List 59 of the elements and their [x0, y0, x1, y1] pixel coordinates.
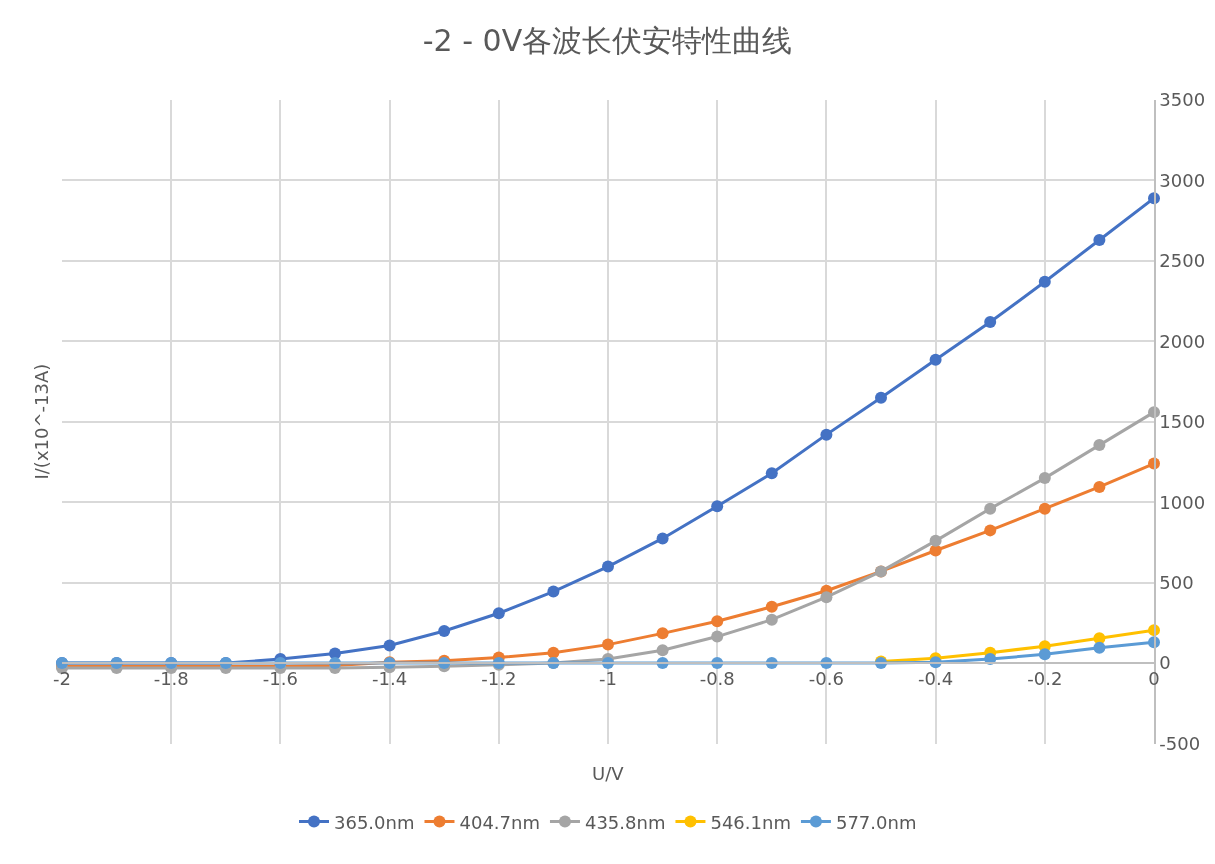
x-tick-label: -0.4 [918, 668, 954, 690]
legend-label: 404.7nm [459, 811, 540, 833]
x-tick-label: -2 [53, 668, 71, 690]
x-tick-label: -0.8 [699, 668, 735, 690]
x-tick-label: -1 [599, 668, 617, 690]
y-tick-label: 2500 [1159, 250, 1206, 272]
point [1038, 472, 1051, 485]
point [1093, 641, 1106, 654]
point [383, 639, 396, 652]
point [765, 467, 778, 480]
legend-label: 435.8nm [584, 811, 666, 833]
point [984, 502, 997, 515]
point [820, 428, 833, 441]
point [711, 615, 724, 628]
point [1093, 233, 1106, 246]
legend-label: 577.0nm [835, 811, 917, 833]
y-tick-label: 1000 [1159, 491, 1206, 513]
point [711, 630, 724, 643]
point [656, 644, 669, 657]
point [875, 391, 887, 404]
y-tick-label: 0 [1159, 652, 1171, 674]
point [547, 585, 560, 598]
chart-title: -2 - 0V各波长伏安特性曲线 [422, 23, 793, 59]
y-axis-title: I/(x10^-13A) [30, 363, 52, 480]
x-tick-label: -1.6 [262, 668, 298, 690]
point [1038, 275, 1051, 288]
y-tick-label: 3500 [1159, 89, 1206, 111]
point [1093, 480, 1106, 493]
point [820, 591, 833, 604]
x-tick-label: -0.2 [1027, 668, 1063, 690]
x-axis-title: U/V [592, 763, 625, 784]
point [929, 534, 942, 547]
y-tick-label: 2000 [1159, 330, 1206, 352]
point [547, 646, 560, 659]
y-tick-label: 3000 [1159, 169, 1206, 191]
point [1093, 439, 1106, 452]
point [984, 524, 997, 537]
point [656, 532, 669, 545]
point [765, 613, 778, 626]
point [438, 624, 451, 637]
point [1038, 648, 1051, 661]
point [984, 316, 997, 329]
point [492, 607, 505, 620]
x-tick-label: -1.2 [481, 668, 517, 690]
legend-label: 546.1nm [710, 811, 791, 833]
point [602, 638, 614, 651]
point [656, 627, 669, 640]
x-tick-label: -1.4 [372, 668, 408, 690]
x-tick-label: -1.8 [153, 668, 189, 690]
point [1038, 502, 1051, 515]
point [711, 500, 724, 513]
point [602, 560, 614, 573]
legend-label: 365.0nm [334, 811, 415, 833]
point [929, 353, 942, 366]
x-tick-label: -0.6 [808, 668, 844, 690]
y-tick-label: -500 [1159, 732, 1201, 754]
y-tick-label: 1500 [1159, 411, 1206, 433]
point [765, 600, 778, 613]
y-tick-label: 500 [1159, 571, 1194, 593]
